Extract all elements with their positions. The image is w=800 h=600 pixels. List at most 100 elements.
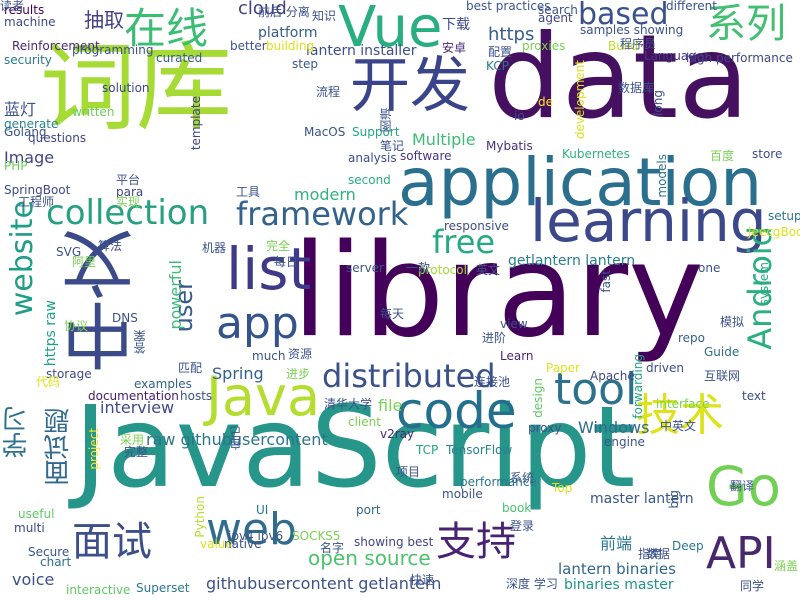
cloud-word: Apache <box>590 369 635 383</box>
cloud-word: project <box>87 428 101 470</box>
cloud-word: security <box>4 53 52 67</box>
cloud-word: performance <box>460 475 537 489</box>
cloud-word: API <box>706 528 776 579</box>
cloud-word: 下载 <box>442 17 470 33</box>
cloud-word: lantern installer <box>306 43 417 59</box>
cloud-word: app <box>216 298 299 349</box>
cloud-word: Guide <box>704 345 740 359</box>
cloud-word: text <box>742 389 766 403</box>
cloud-word: 协议 <box>64 319 89 333</box>
cloud-word: https <box>488 24 535 45</box>
cloud-word: repo <box>678 331 706 345</box>
cloud-word: lantern binaries <box>558 560 676 578</box>
cloud-word: 互联网 <box>704 369 741 383</box>
cloud-word: 系统 <box>510 471 535 485</box>
cloud-word: Top <box>552 481 573 495</box>
cloud-word: one <box>698 261 721 275</box>
cloud-word: website <box>5 200 40 317</box>
cloud-word: para <box>116 185 144 199</box>
cloud-word: mobile <box>442 487 483 501</box>
cloud-word: data <box>488 10 750 145</box>
cloud-word: analysis <box>348 151 397 165</box>
cloud-word: 抽取 <box>84 8 124 32</box>
cloud-word: curated <box>156 51 203 65</box>
cloud-word: 采用 <box>120 433 145 447</box>
cloud-word: view <box>500 317 528 331</box>
cloud-word: 登录 <box>510 519 535 533</box>
cloud-word: 翻译 <box>730 479 755 493</box>
cloud-word: step <box>292 57 318 71</box>
cloud-word: big <box>667 490 681 509</box>
cloud-word: engine <box>604 435 645 449</box>
cloud-word: multi <box>14 521 45 535</box>
cloud-word: interview <box>100 398 175 417</box>
cloud-word: chart <box>40 555 72 569</box>
cloud-word: server <box>346 261 384 275</box>
cloud-word: code <box>396 382 517 440</box>
cloud-word: library <box>292 217 704 366</box>
cloud-word: generate <box>4 117 59 131</box>
cloud-word: written <box>72 105 115 119</box>
cloud-word: models <box>655 154 669 198</box>
cloud-word: storage <box>46 367 92 381</box>
cloud-word: 清华大学 <box>324 397 373 411</box>
cloud-word: Golang <box>4 125 47 139</box>
cloud-word: 词库 <box>40 32 232 144</box>
cloud-word: 英文 <box>476 263 501 277</box>
cloud-word: 一款 <box>406 261 431 275</box>
cloud-word: book <box>502 501 532 515</box>
cloud-word: 机器 <box>202 241 227 255</box>
cloud-word: setup <box>768 209 800 223</box>
cloud-word: de <box>538 95 553 109</box>
cloud-word: Support <box>352 125 400 139</box>
cloud-word: different <box>666 0 717 13</box>
cloud-word: useful <box>18 507 55 521</box>
cloud-word: machine <box>4 15 56 29</box>
cloud-word: binaries master <box>564 577 674 593</box>
cloud-word: powerful <box>166 260 185 330</box>
cloud-word: based <box>578 0 669 32</box>
cloud-word: 工程师 <box>18 195 55 209</box>
cloud-word: 安卓 <box>442 41 467 55</box>
cloud-word: DNS <box>112 311 138 325</box>
cloud-word: 完整 <box>124 445 149 459</box>
cloud-word: forwarding <box>631 354 645 419</box>
cloud-word: Language <box>644 49 704 63</box>
cloud-word: Windows <box>578 418 650 437</box>
cloud-word: Multiple <box>412 130 476 149</box>
cloud-word: Image <box>4 148 55 167</box>
cloud-word: raw githubusercontent <box>146 430 328 449</box>
cloud-word: githubusercontent getlantern <box>206 574 442 593</box>
cloud-word: SOCKS5 <box>292 529 341 543</box>
cloud-word: 数据 <box>646 547 671 561</box>
cloud-word: proxies <box>522 39 566 53</box>
cloud-word: 模拟 <box>720 315 745 329</box>
cloud-word: SpringBoot <box>4 183 71 197</box>
cloud-word: 指南 <box>638 547 663 561</box>
cloud-word: search <box>538 3 578 17</box>
cloud-word: software <box>400 149 452 163</box>
cloud-word: programming <box>72 43 154 57</box>
cloud-word: client <box>348 415 381 429</box>
cloud-word: 每天 <box>380 307 405 321</box>
cloud-word: protocol <box>418 263 467 277</box>
cloud-word: collection <box>46 193 210 233</box>
cloud-word: 支持 <box>436 519 516 565</box>
cloud-word: template <box>189 96 203 151</box>
cloud-word: examples <box>134 377 192 391</box>
cloud-word: 自己 <box>229 426 243 450</box>
cloud-word: getlantern lantern <box>508 253 636 269</box>
cloud-word: learning <box>530 187 767 255</box>
cloud-word: 涵盖 <box>774 559 799 573</box>
cloud-word: 连接池 <box>474 375 511 389</box>
cloud-word: UI <box>256 503 269 517</box>
cloud-word: 读者 <box>0 0 25 13</box>
cloud-word: 面试题 <box>44 408 74 486</box>
cloud-word: better <box>230 39 267 53</box>
cloud-word: Kubernetes <box>562 147 630 161</box>
cloud-word: 技术 <box>636 390 724 441</box>
cloud-word: samples showing <box>580 23 684 37</box>
cloud-word: 程序员 <box>620 37 657 51</box>
cloud-word: 知识 <box>312 9 337 23</box>
cloud-word: 进步 <box>286 367 311 381</box>
